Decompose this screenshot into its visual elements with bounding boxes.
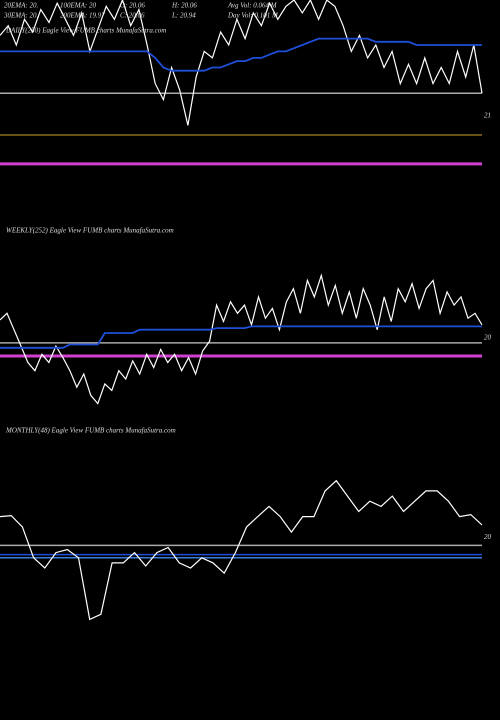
price-line <box>0 479 483 621</box>
header-stat: H: 20.06 <box>171 2 197 10</box>
header-stat: 30EMA: 20. <box>3 12 38 20</box>
header-stat: 200EMA: 19.97 <box>60 12 105 20</box>
price-line <box>0 273 483 405</box>
price-line <box>0 37 482 72</box>
price-line <box>0 0 483 126</box>
panel-title: MONTHLY(48) Eagle View FUMB charts Munaf… <box>5 427 176 435</box>
y-tick-label: 20 <box>484 533 492 541</box>
price-line <box>0 325 482 349</box>
header-stat: 20EMA: 20. <box>4 2 38 10</box>
header-stat: O: 20.06 <box>120 2 145 10</box>
header-stat: L: 20.94 <box>171 12 196 20</box>
y-tick-label: 21 <box>484 111 491 119</box>
header-stat: C: 20.06 <box>120 12 145 20</box>
header-stat: Day Vol: 0.101 M <box>227 12 279 20</box>
y-tick-label: 20 <box>484 334 492 342</box>
header-stat: Avg Vol: 0.064 M <box>227 2 278 10</box>
header-stat: 100EMA: 20 <box>60 2 96 10</box>
panel-title: WEEKLY(252) Eagle View FUMB charts Munaf… <box>6 227 174 235</box>
panel-title: DAILY(250) Eagle View FUMB charts Munafa… <box>5 27 166 35</box>
